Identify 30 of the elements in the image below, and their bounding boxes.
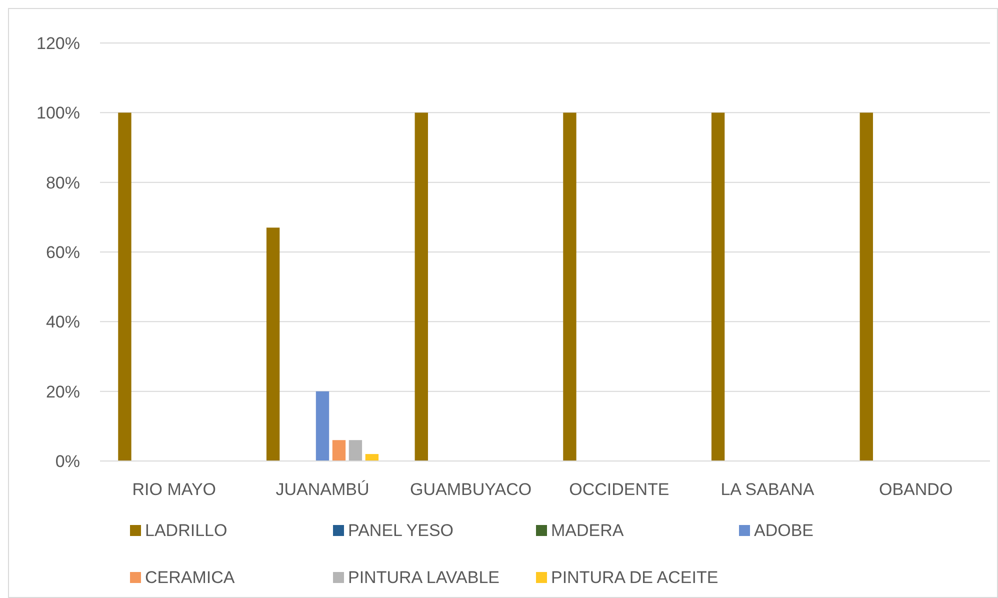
- legend-label: PINTURA LAVABLE: [348, 568, 500, 587]
- x-tick-label: GUAMBUYACO: [410, 480, 532, 499]
- y-tick-label: 20%: [46, 382, 80, 402]
- legend-label: LADRILLO: [145, 521, 228, 540]
- y-tick-label: 0%: [55, 452, 80, 471]
- bar: [316, 391, 330, 461]
- x-tick-label: JUANAMBÚ: [276, 480, 370, 499]
- bar: [860, 112, 873, 461]
- x-tick-label: LA SABANA: [720, 480, 815, 499]
- bar: [118, 112, 132, 461]
- bar: [414, 112, 428, 461]
- bar: [365, 454, 379, 461]
- y-tick-label: 120%: [36, 34, 80, 53]
- bar: [332, 440, 346, 461]
- y-tick-label: 40%: [46, 312, 80, 332]
- y-tick-label: 100%: [36, 104, 80, 123]
- x-tick-label: OCCIDENTE: [569, 480, 670, 499]
- legend-label: MADERA: [551, 521, 624, 540]
- y-tick-label: 60%: [46, 243, 80, 262]
- x-tick-label: RIO MAYO: [132, 480, 216, 499]
- legend-label: PANEL YESO: [348, 521, 454, 540]
- bar: [711, 112, 725, 461]
- bar: [266, 228, 280, 461]
- legend-label: PINTURA DE ACEITE: [551, 568, 718, 587]
- x-tick-label: OBANDO: [878, 480, 953, 499]
- bar: [563, 112, 576, 461]
- legend-label: CERAMICA: [145, 568, 236, 587]
- bar: [348, 440, 362, 461]
- y-tick-label: 80%: [46, 173, 80, 192]
- legend-label: ADOBE: [754, 521, 814, 540]
